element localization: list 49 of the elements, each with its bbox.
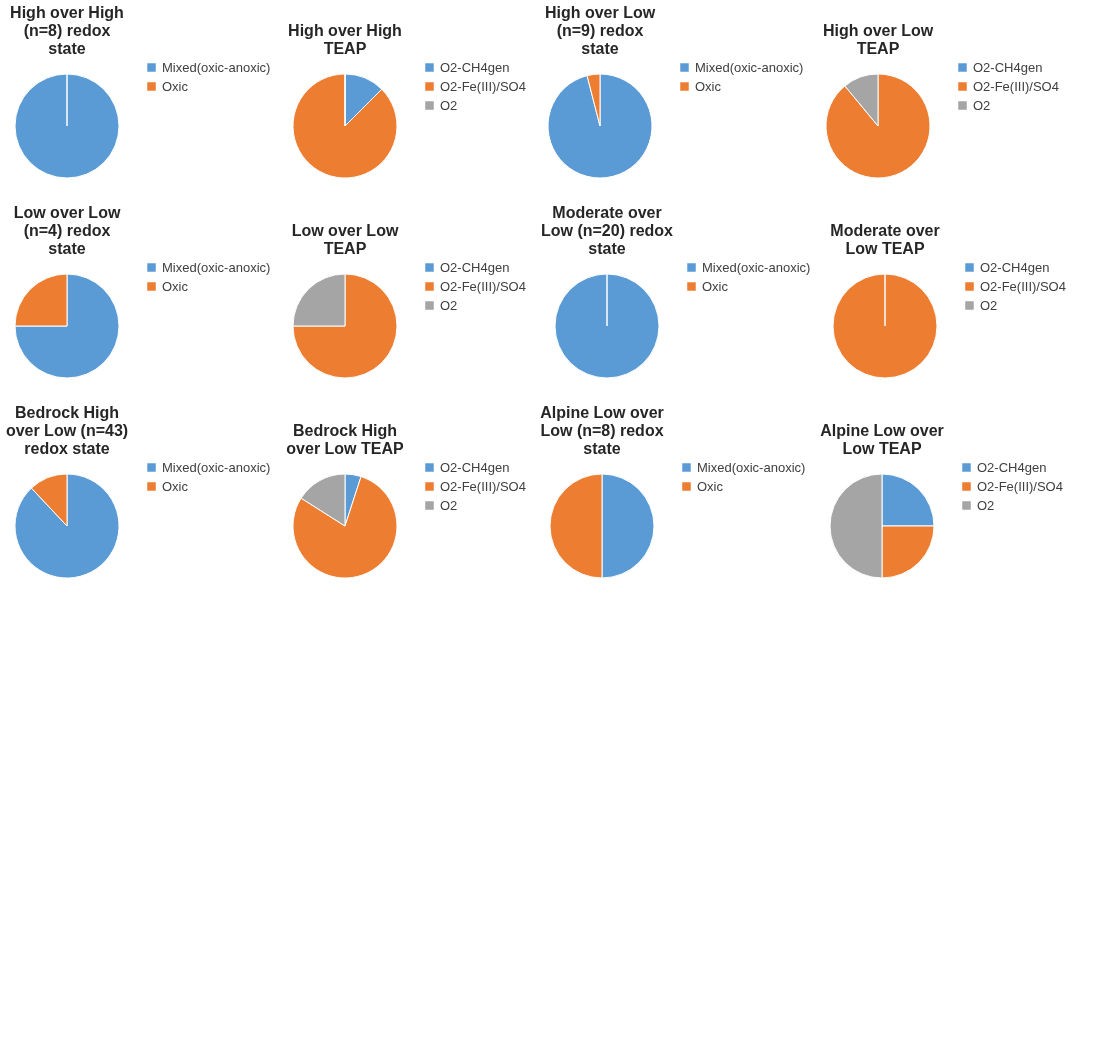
chart-title: Low over Low TEAP	[291, 222, 399, 257]
legend-label: O2-Fe(III)/SO4	[440, 78, 526, 94]
legend-label: O2	[440, 497, 458, 513]
chart-title: Low over Low (n=4) redox state	[13, 204, 121, 257]
legend-label: Oxic	[162, 78, 189, 94]
pie-slice	[292, 476, 398, 579]
pie-slice	[547, 73, 653, 179]
legend-label: O2-CH4gen	[440, 59, 510, 75]
legend-label: O2-CH4gen	[440, 459, 510, 475]
pie-slice	[14, 273, 120, 379]
legend-label: O2-CH4gen	[440, 259, 510, 275]
legend-label: O2	[440, 297, 458, 313]
legend-label: O2-Fe(III)/SO4	[977, 478, 1063, 494]
chart-title: Alpine Low over Low (n=8) redox state	[540, 404, 664, 457]
legend-label: O2	[973, 97, 991, 113]
legend-label: Mixed(oxic-anoxic)	[162, 259, 271, 275]
chart-title: High over High (n=8) redox state	[10, 4, 124, 57]
chart-title: Alpine Low over Low TEAP	[820, 422, 944, 457]
legend-label: O2-Fe(III)/SO4	[440, 478, 526, 494]
legend-label: Oxic	[695, 78, 722, 94]
legend-label: Oxic	[697, 478, 724, 494]
legend-label: Oxic	[702, 278, 729, 294]
chart-title: Bedrock High over Low (n=43) redox state	[5, 404, 129, 457]
legend-label: O2	[977, 497, 995, 513]
legend-label: O2	[440, 97, 458, 113]
legend-label: Mixed(oxic-anoxic)	[162, 459, 271, 475]
pie-slice	[292, 273, 398, 379]
chart-title: High over High TEAP	[288, 22, 402, 57]
chart-title: Moderate over Low TEAP	[830, 222, 940, 257]
legend-label: O2-Fe(III)/SO4	[973, 78, 1059, 94]
legend-label: O2-CH4gen	[980, 259, 1050, 275]
pie-slice	[14, 473, 120, 579]
legend-label: Mixed(oxic-anoxic)	[697, 459, 806, 475]
chart-title: High over Low (n=9) redox state	[544, 4, 656, 57]
legend-label: O2-Fe(III)/SO4	[440, 278, 526, 294]
chart-title: Bedrock High over Low TEAP	[286, 422, 404, 457]
legend-label: Mixed(oxic-anoxic)	[702, 259, 811, 275]
chart-title: High over Low TEAP	[822, 22, 934, 57]
legend-label: Mixed(oxic-anoxic)	[695, 59, 804, 75]
chart-title: Moderate over Low (n=20) redox state	[540, 204, 674, 257]
legend-label: O2-CH4gen	[977, 459, 1047, 475]
legend-label: O2-Fe(III)/SO4	[980, 278, 1066, 294]
legend-label: O2	[980, 297, 998, 313]
pie-slice	[825, 73, 931, 179]
legend-label: Oxic	[162, 278, 189, 294]
legend-label: Mixed(oxic-anoxic)	[162, 59, 271, 75]
legend-label: O2-CH4gen	[973, 59, 1043, 75]
legend-label: Oxic	[162, 478, 189, 494]
pie-slice	[292, 73, 398, 179]
